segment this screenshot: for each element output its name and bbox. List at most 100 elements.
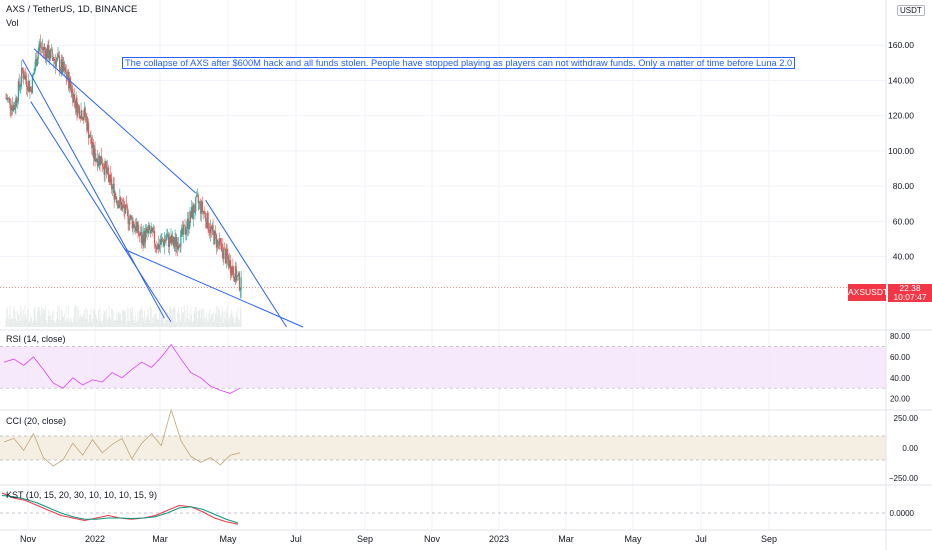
candle-body xyxy=(101,163,104,167)
y-tick-label: 100.00 xyxy=(888,146,914,156)
volume-bar xyxy=(94,312,96,327)
volume-bar xyxy=(25,314,27,327)
candle-body xyxy=(150,230,152,234)
volume-bar xyxy=(208,313,210,327)
grid-lines xyxy=(0,0,886,530)
volume-bar xyxy=(13,306,15,327)
volume-bar xyxy=(152,317,154,327)
volume-bar xyxy=(192,321,193,327)
volume-bar xyxy=(36,321,37,327)
volume-bar xyxy=(126,306,128,327)
volume-bar xyxy=(78,310,79,327)
candle-body xyxy=(87,122,90,139)
candle-body xyxy=(63,67,66,71)
volume-bar xyxy=(112,312,114,327)
volume-bar xyxy=(48,309,50,327)
candle-body xyxy=(16,98,18,103)
candle-body xyxy=(158,245,161,250)
candle-body xyxy=(98,155,100,163)
candle-body xyxy=(139,234,141,236)
candle-body xyxy=(173,244,175,247)
x-tick-label: May xyxy=(219,534,237,544)
candle-body xyxy=(122,204,124,206)
candle-body xyxy=(113,183,115,200)
volume-bar xyxy=(61,310,63,327)
candle-body xyxy=(233,273,235,278)
candle-body xyxy=(240,277,242,290)
volume-bar xyxy=(50,320,52,327)
candle-body xyxy=(111,186,114,189)
candle-body xyxy=(226,249,228,257)
volume-bar xyxy=(57,305,59,327)
volume-bar xyxy=(55,318,57,327)
kst-pane[interactable] xyxy=(0,492,886,525)
candle-body xyxy=(164,240,166,242)
candle-body xyxy=(125,204,128,206)
volume-bar xyxy=(43,308,45,327)
trendline xyxy=(124,249,304,328)
candle-body xyxy=(38,44,40,51)
rsi-pane[interactable] xyxy=(0,343,886,394)
candle-body xyxy=(224,249,227,263)
volume-bar xyxy=(156,318,158,327)
x-tick-label: Sep xyxy=(357,534,373,544)
candle-body xyxy=(69,77,71,87)
volume-bar xyxy=(76,321,78,327)
trendline xyxy=(22,59,165,319)
candle-body xyxy=(204,212,206,214)
candle-body xyxy=(223,248,225,260)
candle-body xyxy=(205,220,208,228)
volume-bar xyxy=(219,310,221,327)
volume-bar xyxy=(214,319,216,327)
candle-body xyxy=(167,234,170,247)
candle-body xyxy=(92,142,95,158)
volume-bar xyxy=(8,318,9,327)
candle-body xyxy=(79,118,81,119)
cci-pane[interactable] xyxy=(0,408,886,467)
volume-bar xyxy=(205,317,207,327)
volume-bar xyxy=(227,305,229,327)
candle-body xyxy=(239,289,241,291)
candle-body xyxy=(191,207,194,219)
volume-bar xyxy=(159,320,161,327)
candle-body xyxy=(229,260,231,273)
candle-body xyxy=(16,100,19,103)
volume-bar xyxy=(159,305,160,327)
candle-body xyxy=(155,245,157,248)
currency-unit-button[interactable]: USDT xyxy=(897,5,925,16)
candle-body xyxy=(161,239,163,241)
candle-body xyxy=(184,225,186,235)
x-tick-label: 2023 xyxy=(489,534,509,544)
candle-body xyxy=(39,43,41,45)
candle-body xyxy=(159,244,161,246)
chart-annotation[interactable]: The collapse of AXS after $600M hack and… xyxy=(122,57,796,69)
volume-bar xyxy=(117,312,119,327)
candle-body xyxy=(26,87,29,91)
candle-body xyxy=(117,201,119,208)
volume-bar xyxy=(197,318,198,327)
candle-body xyxy=(235,266,237,281)
volume-bar xyxy=(220,318,222,327)
volume-bar xyxy=(32,322,33,327)
candle-body xyxy=(201,201,203,212)
candle-body xyxy=(15,98,17,108)
volume-bar xyxy=(187,319,189,327)
y-tick-label: 140.00 xyxy=(888,75,914,85)
volume-bar xyxy=(122,311,124,327)
candle-body xyxy=(142,235,144,246)
volume-bar xyxy=(39,310,41,327)
volume-bar xyxy=(181,306,183,327)
candle-body xyxy=(124,208,126,214)
volume-bar xyxy=(84,318,86,327)
candle-body xyxy=(144,230,146,243)
candle-body xyxy=(215,234,217,248)
volume-bar xyxy=(144,310,145,327)
candle-body xyxy=(171,235,173,244)
candle-body xyxy=(68,77,71,89)
volume-bar xyxy=(106,309,108,327)
candle-body xyxy=(83,107,85,118)
price-pane[interactable] xyxy=(0,34,886,328)
volume-bar xyxy=(150,308,152,327)
